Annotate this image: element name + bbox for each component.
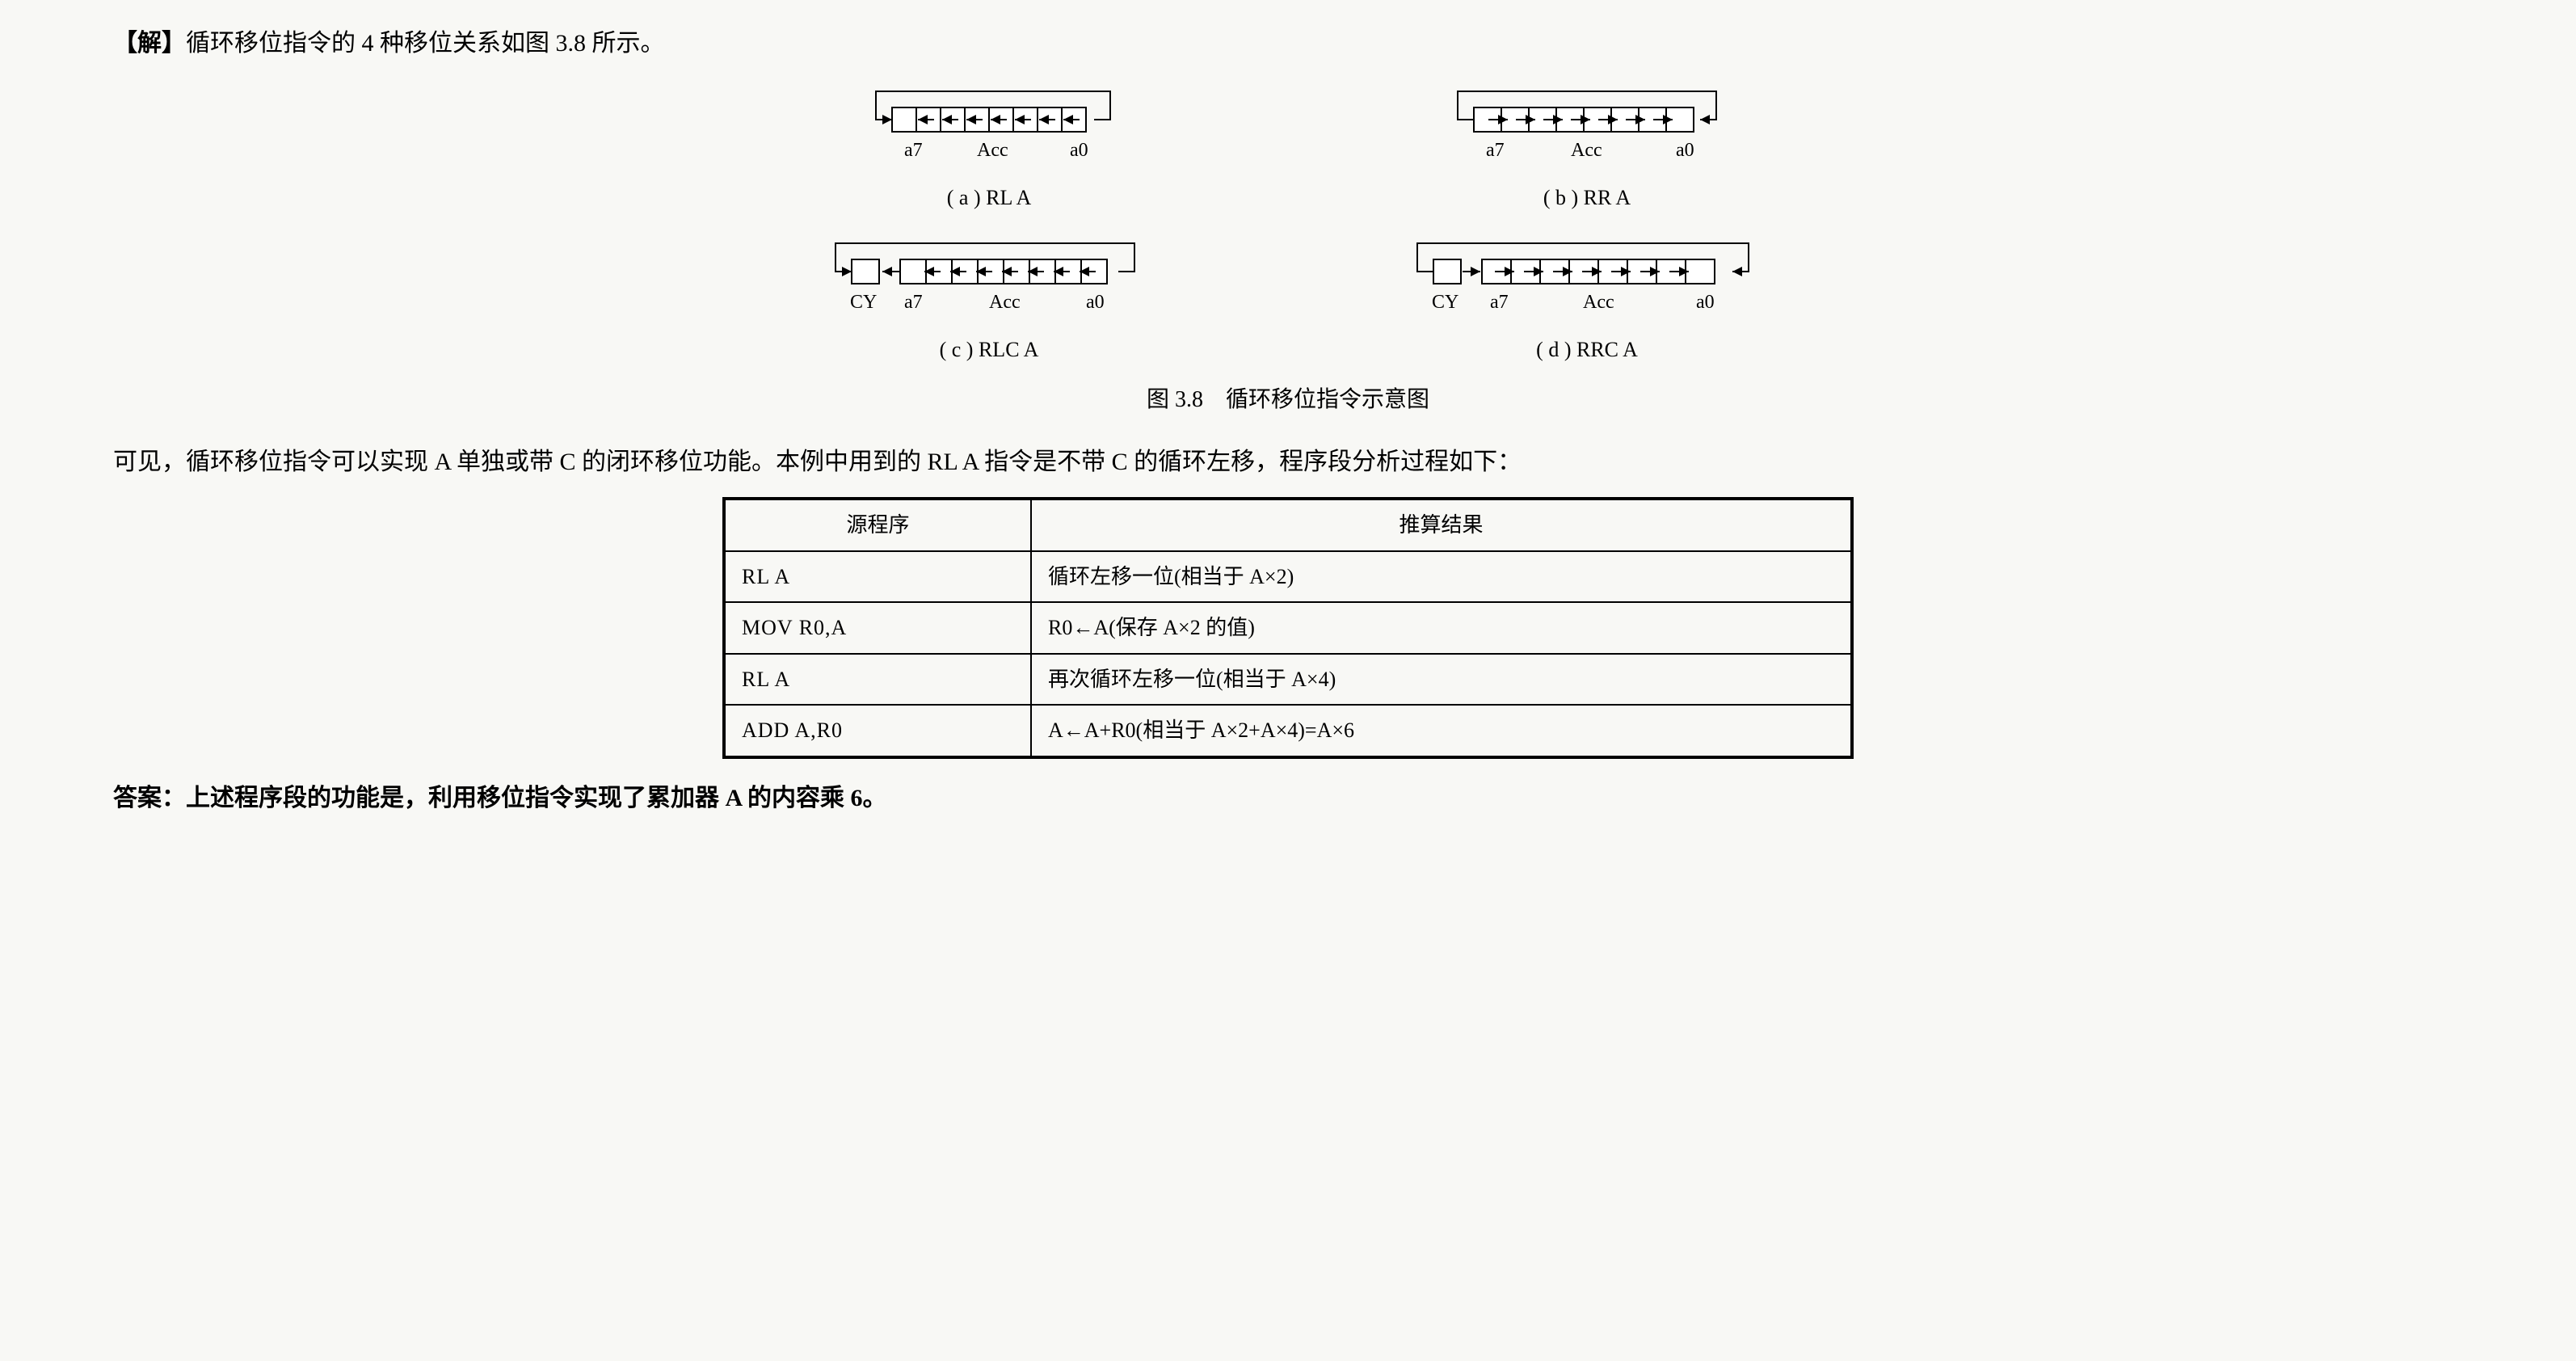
table-row: ADD A,R0 A←A+R0(相当于 A×2+A×4)=A×6 — [724, 705, 1852, 757]
src-cell: RL A — [724, 551, 1031, 603]
cy-label: CY — [850, 292, 877, 313]
caption-d: ( d ) RRC A — [1320, 333, 1854, 367]
src-cell: RL A — [724, 654, 1031, 706]
a7-label: a7 — [904, 292, 923, 313]
diagram-d: CY a7 Acc a0 ( d ) RRC A — [1320, 231, 1854, 367]
acc-label: Acc — [989, 292, 1021, 313]
acc-label: Acc — [1571, 140, 1602, 161]
table-header-row: 源程序 推算结果 — [724, 499, 1852, 551]
caption-c: ( c ) RLC A — [722, 333, 1256, 367]
table-row: RL A 循环左移一位(相当于 A×2) — [724, 551, 1852, 603]
a0-label: a0 — [1070, 140, 1088, 161]
diagram-grid: a7 Acc a0 ( a ) RL A — [722, 79, 1854, 366]
a7-label: a7 — [1490, 292, 1509, 313]
answer-text: 答案：上述程序段的功能是，利用移位指令实现了累加器 A 的内容乘 6。 — [65, 779, 2511, 818]
rr-a-svg: a7 Acc a0 — [1417, 79, 1757, 176]
caption-b: ( b ) RR A — [1320, 181, 1854, 215]
a7-label: a7 — [1486, 140, 1505, 161]
acc-label: Acc — [977, 140, 1008, 161]
res-cell: 循环左移一位(相当于 A×2) — [1031, 551, 1852, 603]
src-cell: ADD A,R0 — [724, 705, 1031, 757]
a0-label: a0 — [1086, 292, 1105, 313]
acc-label: Acc — [1583, 292, 1614, 313]
res-cell: A←A+R0(相当于 A×2+A×4)=A×6 — [1031, 705, 1852, 757]
solution-text: 循环移位指令的 4 种移位关系如图 3.8 所示。 — [186, 30, 665, 57]
cy-label: CY — [1432, 292, 1458, 313]
figure-caption: 图 3.8 循环移位指令示意图 — [32, 382, 2544, 419]
table-row: RL A 再次循环左移一位(相当于 A×4) — [724, 654, 1852, 706]
rrc-a-svg: CY a7 Acc a0 — [1393, 231, 1781, 328]
diagram-c: CY a7 Acc a0 ( c ) RLC A — [722, 231, 1256, 367]
diagram-b: a7 Acc a0 ( b ) RR A — [1320, 79, 1854, 215]
rlc-a-svg: CY a7 Acc a0 — [811, 231, 1167, 328]
table-row: MOV R0,A R0←A(保存 A×2 的值) — [724, 602, 1852, 654]
res-cell: 再次循环左移一位(相当于 A×4) — [1031, 654, 1852, 706]
solution-header: 【解】循环移位指令的 4 种移位关系如图 3.8 所示。 — [113, 24, 2544, 63]
diagram-a: a7 Acc a0 ( a ) RL A — [722, 79, 1256, 215]
header-result: 推算结果 — [1031, 499, 1852, 551]
header-source: 源程序 — [724, 499, 1031, 551]
paragraph: 可见，循环移位指令可以实现 A 单独或带 C 的闭环移位功能。本例中用到的 RL… — [65, 439, 2511, 485]
solution-label: 【解】 — [113, 30, 186, 57]
src-cell: MOV R0,A — [724, 602, 1031, 654]
rl-a-svg: a7 Acc a0 — [836, 79, 1143, 176]
a0-label: a0 — [1696, 292, 1715, 313]
res-cell: R0←A(保存 A×2 的值) — [1031, 602, 1852, 654]
a7-label: a7 — [904, 140, 923, 161]
analysis-table: 源程序 推算结果 RL A 循环左移一位(相当于 A×2) MOV R0,A R… — [722, 497, 1854, 759]
caption-a: ( a ) RL A — [722, 181, 1256, 215]
a0-label: a0 — [1676, 140, 1694, 161]
